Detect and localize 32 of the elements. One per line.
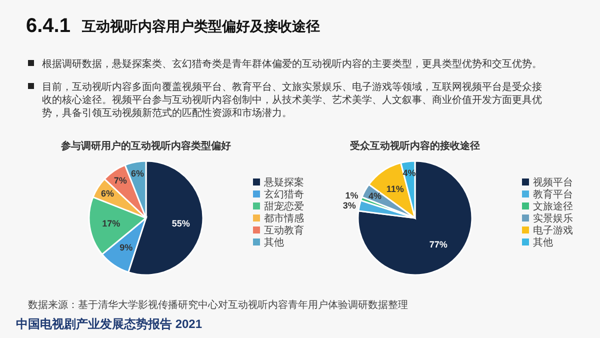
- data-label: 1%: [345, 190, 358, 200]
- data-label: 3%: [342, 200, 356, 210]
- legend-label: 电子游戏: [533, 224, 573, 236]
- text: 目前，互动视听内容多面向覆盖视频平台、教育平台、文旅实景娱乐、电子游戏等领域，互联网视频平台是受众接收的核心途径。视频平台参与互动视听内容创制中，从技术美学、艺术美学、人文叙事、商业价值开发方面更具优势，具备引领互动视频新范式的匹配性资源和市场潜力。: [42, 81, 542, 119]
- data-label: 7%: [114, 175, 127, 186]
- source-note: 数据来源：基于清华大学影视传播研究中心对互动视听内容青年用户体验调研数据整理: [28, 299, 408, 311]
- legend-label: 都市情感: [264, 212, 304, 224]
- legend-label: 甜宠恋爱: [264, 200, 304, 212]
- legend-label: 其他: [264, 236, 284, 248]
- data-label: 17%: [102, 218, 120, 229]
- data-label: 11%: [386, 184, 404, 194]
- legend-label: 玄幻猎奇: [264, 188, 304, 200]
- data-label: 77%: [429, 240, 448, 250]
- legend-label: 悬疑探案: [263, 176, 304, 188]
- text: 根据调研数据，悬疑探案类、玄幻猎奇类是青年群体偏爱的互动视听内容的主要类型，更具类型优势和交互优势。: [42, 58, 542, 70]
- data-label: 55%: [172, 218, 190, 229]
- text: 中国电视剧产业发展态势报告 2021: [16, 317, 202, 331]
- legend-label: 教育平台: [533, 188, 573, 200]
- legend-label: 文旅途径: [533, 200, 573, 212]
- data-label: 6%: [100, 188, 114, 199]
- data-label: 4%: [368, 191, 382, 202]
- pie-slice: [357, 160, 473, 276]
- data-label: 6%: [130, 168, 144, 178]
- text: 互动视听内容用户类型偏好及接收途径: [81, 18, 320, 34]
- legend-label: 实景娱乐: [533, 212, 573, 224]
- data-label: 9%: [120, 242, 133, 252]
- legend-label: 互动教育: [264, 224, 304, 236]
- legend-label: 视频平台: [533, 176, 573, 188]
- legend-label: 其他: [533, 236, 553, 248]
- chart-title: 参与调研用户的互动视听内容类型偏好: [60, 140, 231, 152]
- chart-title: 受众互动视听内容的接收途径: [349, 140, 480, 152]
- text: 6.4.1: [26, 15, 70, 37]
